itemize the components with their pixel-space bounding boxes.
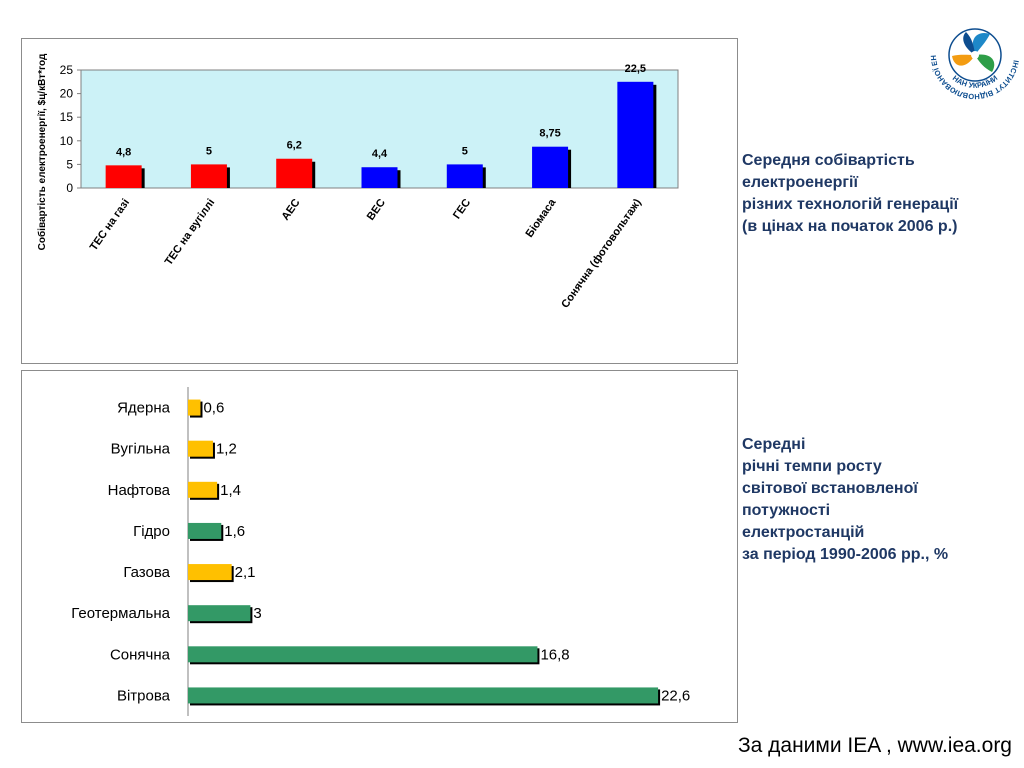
y-tick-label: 20 [60, 87, 74, 101]
bar [188, 564, 232, 581]
caption-line: потужності [742, 502, 831, 519]
bar [276, 158, 313, 188]
caption-line: (в цінах на початок 2006 р.) [742, 218, 958, 235]
y-tick-label: Газова [123, 564, 170, 581]
caption-line: електроенергії [742, 174, 858, 191]
bar-value-label: 3 [253, 605, 261, 622]
growth-chart-panel: Ядерна 0,6 Вугільна 1,2 Нафтова 1,4 Гідро 1,6 Га… [21, 370, 738, 723]
growth-bar-chart: Ядерна 0,6 Вугільна 1,2 Нафтова 1,4 Гідро 1,6 Га… [71, 387, 690, 716]
cost-bar-chart: 0 5 10 15 20 25 Собівартість електроенергії, $… [36, 53, 679, 311]
y-tick-label: 0 [66, 181, 73, 195]
y-tick-label: Гідро [133, 523, 170, 540]
bar-value-label: 5 [206, 145, 212, 157]
bar-value-label: 8,75 [539, 128, 560, 140]
logo-petal-green [975, 54, 995, 72]
growth-chart-caption: Середні річні темпи росту світової встан… [742, 434, 1022, 566]
caption-line: різних технологій генерації [742, 196, 959, 213]
cost-chart-panel: 0 5 10 15 20 25 Собівартість електроенергії, $… [21, 38, 738, 364]
y-tick-label: Ядерна [117, 400, 171, 417]
bar-value-label: 4,4 [372, 148, 388, 160]
source-note: За даними IEA , www.iea.org [737, 734, 1012, 757]
logo-petal-blue [972, 32, 990, 55]
bar-value-label: 4,8 [116, 146, 131, 158]
bar-value-label: 1,4 [220, 482, 241, 499]
bar [188, 646, 538, 663]
y-axis-label: Собівартість електроенергії, $ц/кВт*год [36, 53, 48, 250]
y-tick-label: 25 [60, 63, 74, 77]
bar [532, 146, 569, 188]
x-tick-label: ТЕС на вугіллі [163, 197, 218, 268]
caption-line: за період 1990-2006 рр., % [742, 546, 949, 563]
x-tick-label: АЕС [280, 197, 303, 223]
bar [188, 440, 213, 457]
institute-logo: ІНСТИТУТ ВІДНОВЛЮВАНОЇ ЕНЕРГЕТИКИ НАН УК… [928, 8, 1021, 101]
caption-line: електростанцій [742, 524, 865, 541]
caption-line: річні темпи росту [742, 458, 882, 475]
bar [188, 399, 201, 416]
x-tick-label: Сонячна (фотовольтаж) [559, 197, 644, 311]
y-tick-label: Вітрова [117, 687, 171, 704]
bar-value-label: 5 [462, 145, 468, 157]
x-tick-label: Біомаса [523, 196, 559, 240]
bar-value-label: 22,6 [661, 687, 690, 704]
bar [188, 605, 251, 622]
bar [190, 164, 227, 188]
logo-petal-darkblue [963, 32, 975, 55]
bar [188, 687, 659, 704]
bar [105, 165, 142, 188]
y-tick-label: Геотермальна [71, 605, 170, 622]
caption-line: Середні [742, 436, 806, 453]
y-tick-label: 10 [60, 134, 74, 148]
x-tick-label: ТЕС на газі [88, 197, 132, 253]
x-tick-label: ГЕС [451, 197, 473, 222]
bar [188, 522, 222, 539]
caption-line: Середня собівартість [742, 152, 915, 169]
bar [617, 81, 654, 188]
y-tick-label: 15 [60, 110, 74, 124]
caption-line: світової встановленої [742, 480, 918, 497]
bar-value-label: 1,6 [224, 523, 245, 540]
y-tick-label: Сонячна [110, 646, 171, 663]
bar-value-label: 6,2 [287, 140, 302, 152]
y-tick-label: Вугільна [111, 441, 171, 458]
bar-value-label: 22,5 [625, 63, 646, 75]
x-tick-label: ВЕС [365, 197, 388, 223]
bar [188, 481, 218, 498]
bar-value-label: 16,8 [540, 646, 569, 663]
bar [446, 164, 483, 188]
y-tick-label: 5 [66, 157, 73, 171]
y-tick-label: Нафтова [108, 482, 171, 499]
cost-chart-caption: Середня собівартість електроенергії різн… [742, 150, 1022, 238]
logo-petal-orange [952, 54, 975, 66]
bar [361, 167, 398, 188]
bar-value-label: 0,6 [203, 400, 224, 417]
bar-value-label: 1,2 [216, 441, 237, 458]
bar-value-label: 2,1 [235, 564, 256, 581]
